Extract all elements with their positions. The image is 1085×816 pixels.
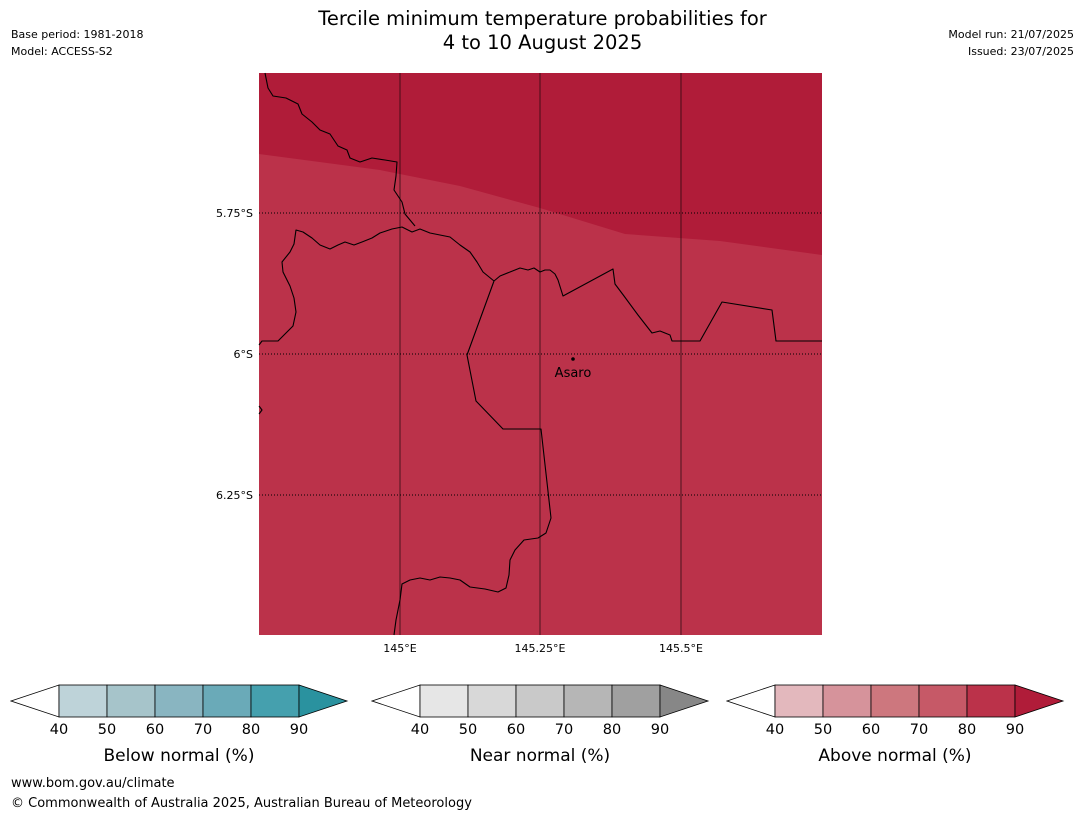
lon-label-145: 145°E	[383, 642, 416, 655]
province-boundaries	[258, 72, 822, 636]
map-panel: Asaro	[258, 72, 822, 636]
lon-label-145.25: 145.25°E	[515, 642, 566, 655]
colorbar-tick-label: 60	[507, 722, 525, 738]
colorbar-left-extend	[10, 684, 60, 718]
colorbar-segment	[918, 684, 968, 718]
colorbar-title: Near normal (%)	[470, 746, 610, 766]
grid-lines	[259, 73, 822, 635]
colorbar-right-extend	[659, 684, 710, 718]
asaro-label: Asaro	[555, 366, 592, 381]
colorbar-left-extend	[726, 684, 776, 718]
meta-right: Model run: 21/07/2025 Issued: 23/07/2025	[948, 26, 1074, 60]
colorbar-tick-label: 80	[242, 722, 260, 738]
lat-label-6.25: 6.25°S	[216, 489, 253, 502]
footer-url: www.bom.gov.au/climate	[11, 776, 175, 791]
colorbar-tick-label: 90	[290, 722, 308, 738]
colorbar-tick-label: 50	[459, 722, 477, 738]
colorbar-tick-label: 90	[1006, 722, 1024, 738]
colorbar-tick-label: 80	[603, 722, 621, 738]
colorbar-tick-label: 70	[194, 722, 212, 738]
colorbar-segment	[419, 684, 469, 718]
colorbar-below-normal: 40 50 60 70 80 90 Below normal (%)	[10, 684, 349, 766]
colorbar-title: Above normal (%)	[818, 746, 971, 766]
lat-tick-labels: 5.75°S 6°S 6.25°S	[216, 207, 253, 502]
asaro-marker	[571, 357, 575, 361]
footer-copyright: © Commonwealth of Australia 2025, Austra…	[11, 796, 472, 811]
colorbar-tick-label: 80	[958, 722, 976, 738]
colorbar-tick-label: 50	[98, 722, 116, 738]
meta-left: Base period: 1981-2018 Model: ACCESS-S2	[11, 26, 143, 60]
boundary-west-edge	[258, 405, 263, 415]
lon-label-145.5: 145.5°E	[659, 642, 703, 655]
model-name: Model: ACCESS-S2	[11, 45, 113, 58]
boundary-north	[264, 72, 416, 227]
boundary-central-east	[493, 267, 822, 342]
colorbar-segment	[611, 684, 661, 718]
boundary-west-loop	[258, 226, 495, 346]
colorbar-tick-label: 40	[411, 722, 429, 738]
colorbar-above-normal: 40 50 60 70 80 90 Above normal (%)	[726, 684, 1065, 766]
chart-title: Tercile minimum temperature probabilitie…	[0, 7, 1085, 55]
colorbar-tick-label: 40	[50, 722, 68, 738]
place-asaro: Asaro	[555, 357, 592, 381]
colorbar-segment	[822, 684, 872, 718]
colorbar-segment	[774, 684, 824, 718]
colorbar-segment	[563, 684, 613, 718]
colorbar-segment	[966, 684, 1016, 718]
colorbar-title: Below normal (%)	[104, 746, 255, 766]
colorbar-tick-label: 90	[651, 722, 669, 738]
colorbar-left-extend	[371, 684, 421, 718]
model-run: Model run: 21/07/2025	[948, 28, 1074, 41]
colorbar-right-extend	[298, 684, 349, 718]
colorbar-segment	[106, 684, 156, 718]
colorbar-segment	[467, 684, 517, 718]
colorbar-segment	[202, 684, 252, 718]
title-line-1: Tercile minimum temperature probabilitie…	[318, 7, 767, 30]
colorbar-segment	[515, 684, 565, 718]
colorbar-right-extend	[1014, 684, 1065, 718]
colorbar-tick-label: 70	[910, 722, 928, 738]
lat-label-5.75: 5.75°S	[216, 207, 253, 220]
colorbar-tick-label: 40	[766, 722, 784, 738]
colorbar-tick-label: 60	[862, 722, 880, 738]
boundary-central-south	[393, 280, 552, 636]
colorbar-segment	[870, 684, 920, 718]
lat-label-6: 6°S	[234, 348, 253, 361]
base-period: Base period: 1981-2018	[11, 28, 144, 41]
colorbar-tick-label: 50	[814, 722, 832, 738]
title-line-2: 4 to 10 August 2025	[442, 31, 643, 54]
colorbar-tick-label: 60	[146, 722, 164, 738]
colorbar-near-normal: 40 50 60 70 80 90 Near normal (%)	[371, 684, 710, 766]
colorbar-tick-label: 70	[555, 722, 573, 738]
colorbar-segment	[58, 684, 108, 718]
colorbar-segment	[250, 684, 300, 718]
colorbar-segment	[154, 684, 204, 718]
issued-date: Issued: 23/07/2025	[967, 45, 1074, 58]
lon-tick-labels: 145°E 145.25°E 145.5°E	[383, 642, 703, 655]
probability-map: Asaro 5.75°S 6°S 6.25°S 145°E 145.25°E 1…	[216, 72, 822, 655]
